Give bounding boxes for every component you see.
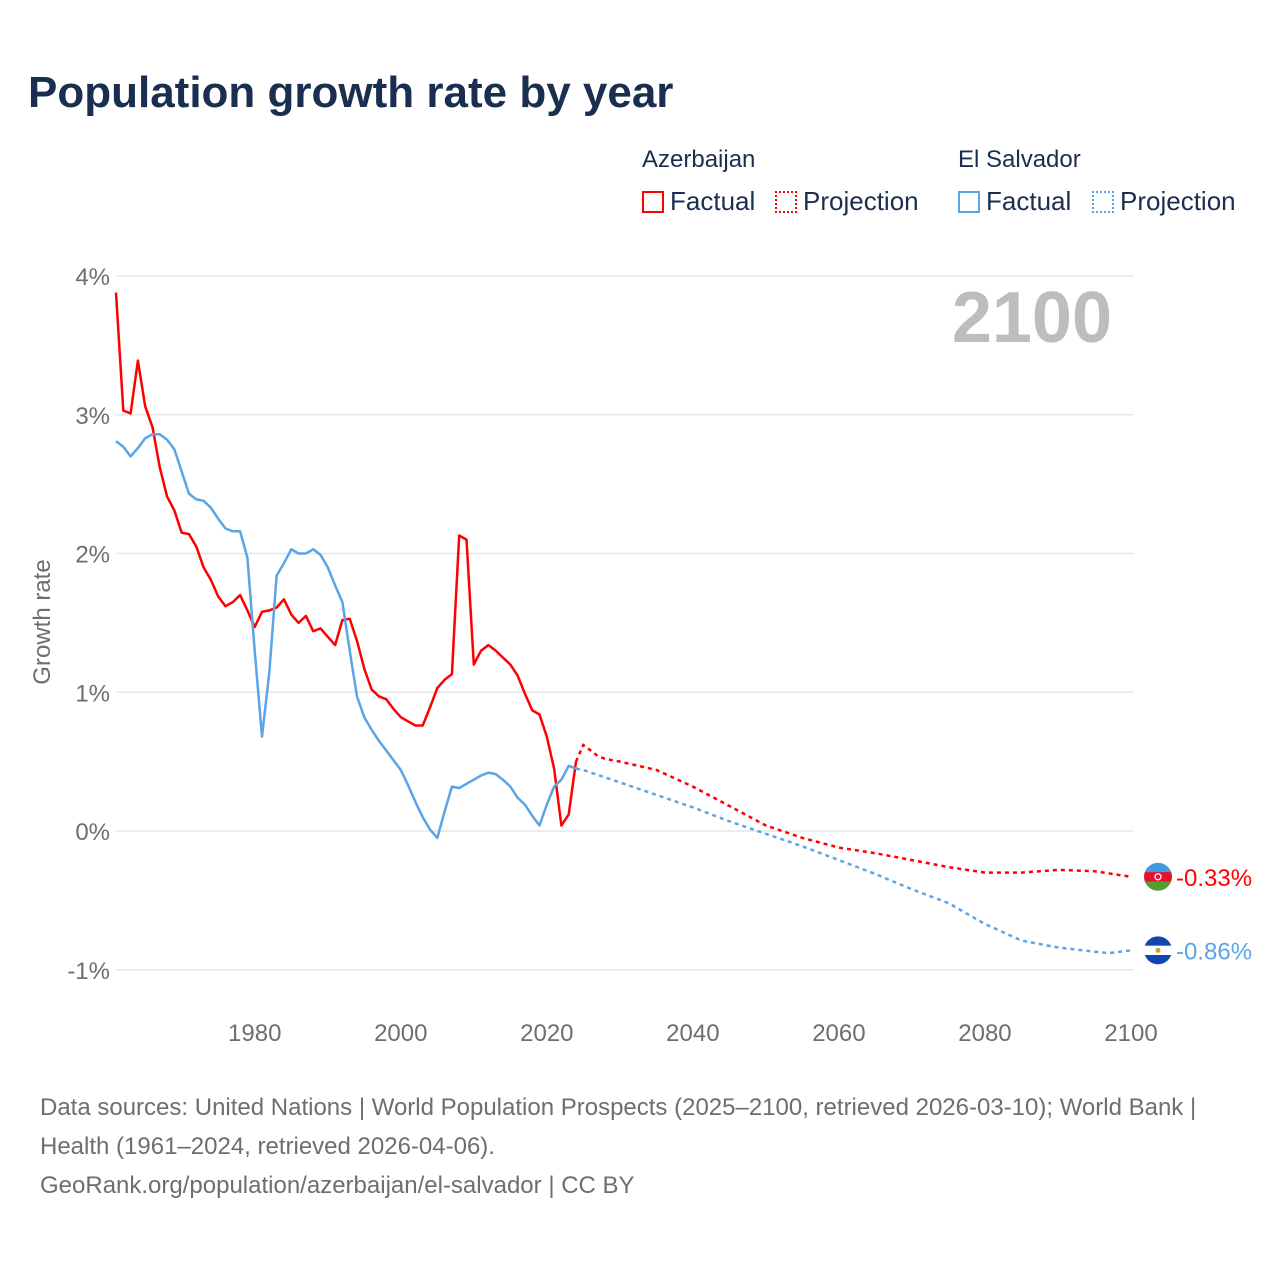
legend-country-azerbaijan: Azerbaijan — [642, 146, 756, 173]
legend-el-salvador-factual[interactable]: Factual — [958, 186, 1071, 217]
y-axis-label: Growth rate — [29, 559, 56, 684]
flag-stripes — [1144, 862, 1172, 891]
x-tick-label: 2020 — [520, 1020, 573, 1047]
flag-el-salvador-icon — [1144, 936, 1172, 965]
flag-emblem — [1155, 947, 1161, 953]
y-tick-label: 3% — [75, 403, 110, 430]
chart-title: Population growth rate by year — [28, 68, 674, 117]
legend-azerbaijan-projection[interactable]: Projection — [775, 186, 919, 217]
y-tick-label: 1% — [75, 680, 110, 707]
legend-country-el-salvador: El Salvador — [958, 146, 1081, 173]
y-tick-label: -1% — [67, 958, 110, 985]
projection-line-azerbaijan — [574, 743, 1132, 879]
legend-swatch-solid-red — [642, 190, 664, 213]
factual-line-el-salvador — [115, 432, 577, 840]
y-tick-label: 4% — [75, 264, 110, 291]
legend-swatch-solid-blue — [958, 190, 980, 213]
year-label: 2100 — [952, 278, 1112, 358]
legend-label: Projection — [1120, 186, 1236, 216]
x-tick-label: 2040 — [666, 1020, 719, 1047]
end-value-label-el-salvador: -0.86% — [1176, 938, 1252, 965]
flag-stripe — [1144, 936, 1172, 947]
x-tick-label: 2080 — [958, 1020, 1011, 1047]
flag-stripe — [1144, 881, 1172, 891]
flag-stripe — [1144, 862, 1172, 873]
flag-stripe — [1144, 872, 1172, 882]
legend-label: Factual — [986, 186, 1072, 216]
flag-stripe — [1144, 954, 1172, 965]
flag-azerbaijan-icon — [1144, 862, 1172, 891]
projection-line-el-salvador — [575, 767, 1132, 955]
legend-swatch-dotted-red — [775, 190, 797, 213]
legend-el-salvador-projection[interactable]: Projection — [1092, 186, 1236, 217]
legend-label: Factual — [670, 186, 756, 216]
x-tick-label: 2100 — [1104, 1020, 1157, 1047]
flag-stripes — [1144, 936, 1172, 965]
data-sources: Data sources: United Nations | World Pop… — [40, 1094, 1197, 1160]
x-tick-label: 2000 — [374, 1020, 427, 1047]
flag-crescent — [1154, 873, 1162, 881]
legend-swatch-dotted-blue — [1092, 190, 1114, 213]
x-tick-label: 2060 — [812, 1020, 865, 1047]
x-tick-label: 1980 — [228, 1020, 281, 1047]
factual-line-azerbaijan — [114, 292, 578, 827]
footer: Data sources: United Nations | World Pop… — [40, 1088, 1240, 1205]
legend-label: Projection — [803, 186, 919, 216]
y-tick-label: 2% — [75, 542, 110, 569]
legend-azerbaijan-factual[interactable]: Factual — [642, 186, 755, 217]
line-chart: 4% 3% 2% 1% 0% -1% 1980 2000 2020 2040 2060 2080 210… — [29, 264, 1252, 1047]
end-value-label-azerbaijan: -0.33% — [1176, 865, 1252, 892]
source-link[interactable]: GeoRank.org/population/azerbaijan/el-sal… — [40, 1172, 635, 1199]
y-tick-label: 0% — [75, 819, 110, 846]
